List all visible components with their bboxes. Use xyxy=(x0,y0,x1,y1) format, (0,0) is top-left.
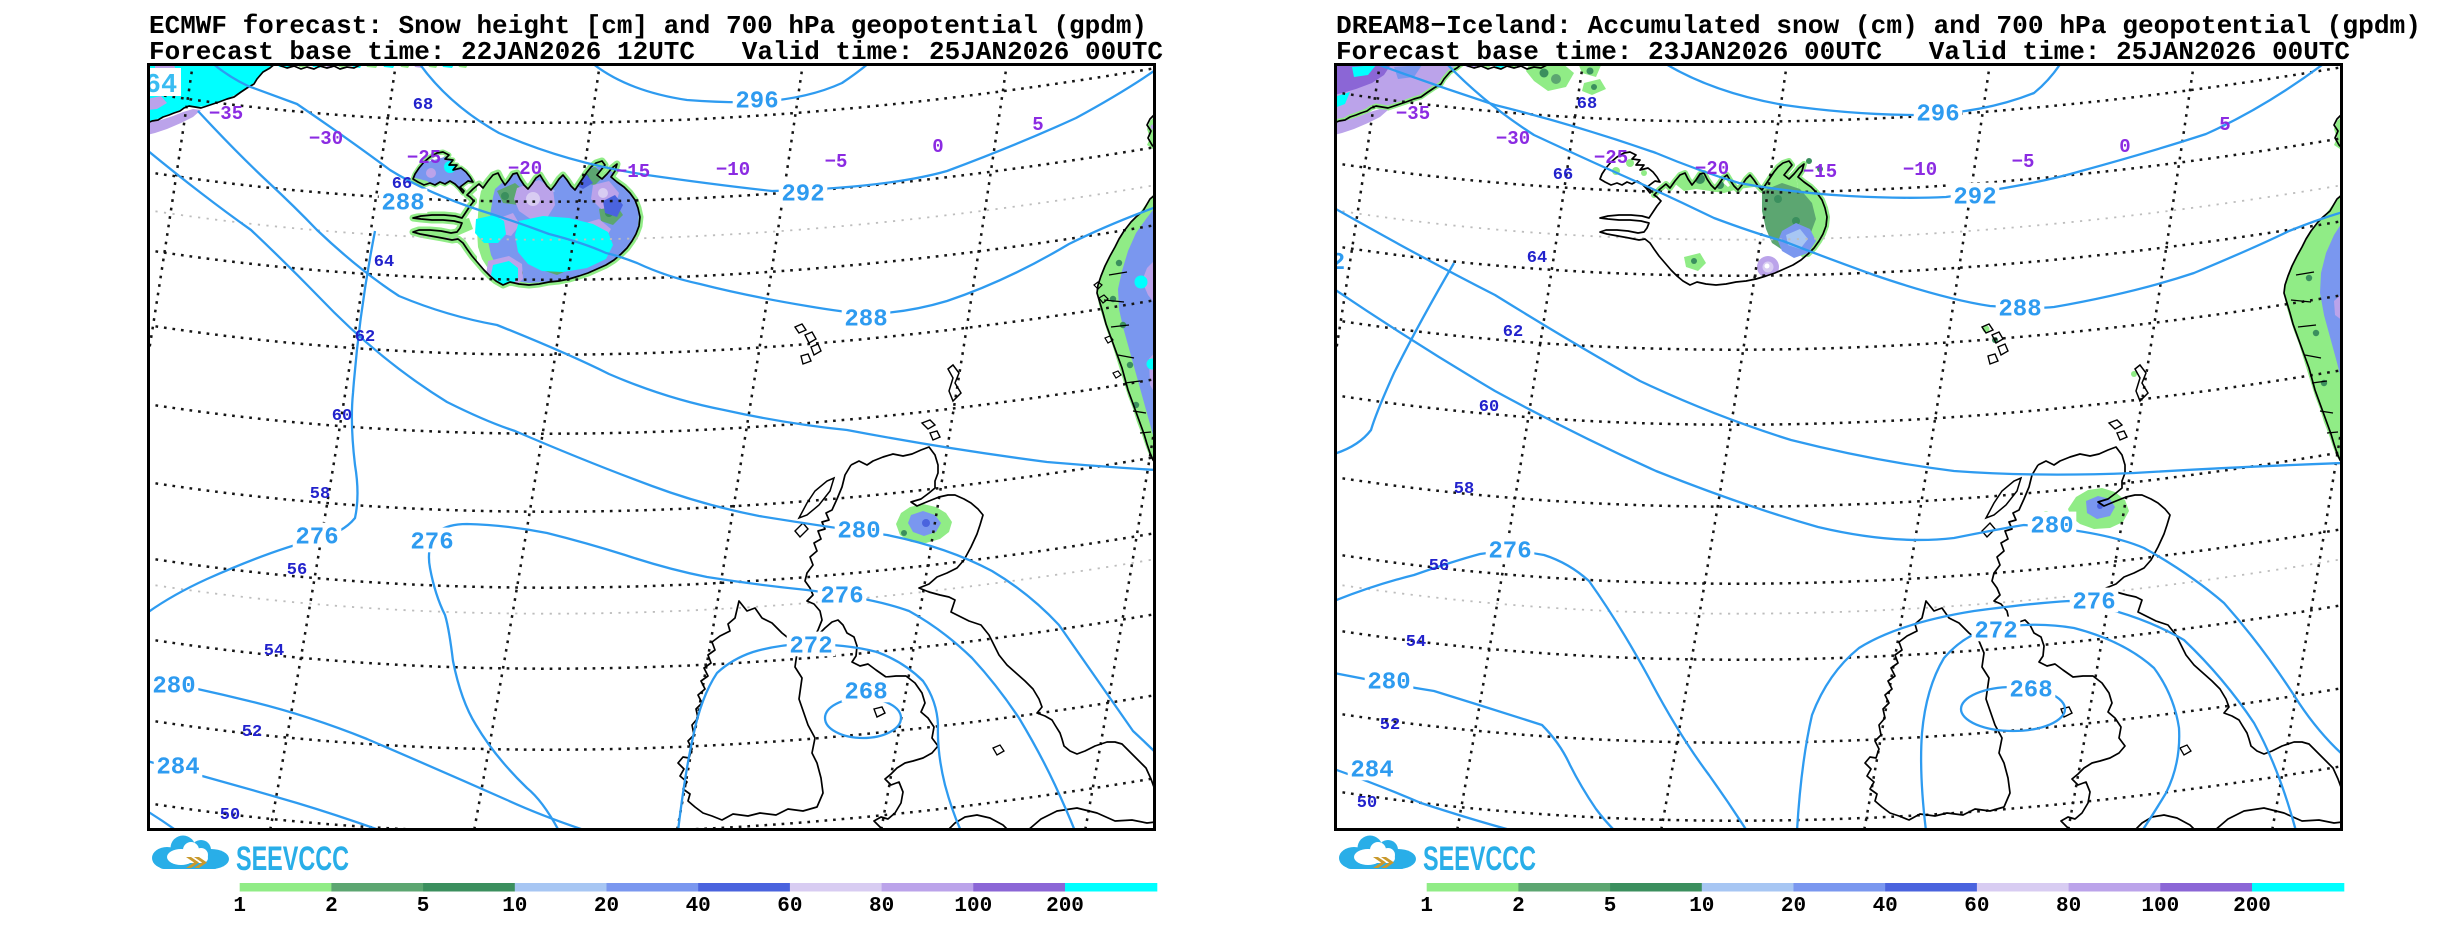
svg-text:292: 292 xyxy=(781,182,824,209)
svg-text:58: 58 xyxy=(1454,480,1474,499)
svg-text:60: 60 xyxy=(1964,895,1989,918)
svg-text:−25: −25 xyxy=(407,147,441,169)
svg-text:54: 54 xyxy=(1406,633,1426,652)
svg-text:52: 52 xyxy=(1380,716,1400,735)
svg-text:−35: −35 xyxy=(1396,103,1430,125)
svg-text:56: 56 xyxy=(287,561,307,580)
svg-text:−15: −15 xyxy=(1803,161,1837,183)
svg-text:58: 58 xyxy=(310,485,330,504)
svg-text:100: 100 xyxy=(2141,895,2179,918)
svg-text:272: 272 xyxy=(789,634,832,661)
svg-text:280: 280 xyxy=(837,519,880,546)
svg-text:66: 66 xyxy=(392,175,412,194)
svg-text:62: 62 xyxy=(1503,323,1523,342)
svg-text:296: 296 xyxy=(735,89,778,116)
svg-text:280: 280 xyxy=(2030,514,2073,541)
svg-text:284: 284 xyxy=(156,755,199,782)
svg-text:2: 2 xyxy=(325,895,338,918)
svg-text:268: 268 xyxy=(2009,678,2052,705)
svg-text:64: 64 xyxy=(1527,249,1547,268)
svg-text:200: 200 xyxy=(1046,895,1084,918)
svg-text:Forecast base time: 22JAN2026: Forecast base time: 22JAN2026 12UTC Vali… xyxy=(149,37,1163,67)
svg-text:62: 62 xyxy=(355,328,375,347)
svg-text:100: 100 xyxy=(954,895,992,918)
svg-text:288: 288 xyxy=(844,307,887,334)
svg-text:10: 10 xyxy=(502,895,527,918)
svg-text:−20: −20 xyxy=(1695,158,1729,180)
svg-text:20: 20 xyxy=(594,895,619,918)
svg-text:1: 1 xyxy=(1420,895,1433,918)
svg-text:80: 80 xyxy=(869,895,894,918)
svg-text:68: 68 xyxy=(1577,95,1597,114)
svg-text:1: 1 xyxy=(233,895,246,918)
svg-text:2: 2 xyxy=(1512,895,1525,918)
svg-text:−35: −35 xyxy=(209,103,243,125)
svg-text:20: 20 xyxy=(1781,895,1806,918)
svg-text:50: 50 xyxy=(1357,794,1377,813)
svg-text:0: 0 xyxy=(2119,136,2130,158)
svg-text:52: 52 xyxy=(242,723,262,742)
svg-text:SEEVCCC: SEEVCCC xyxy=(236,840,349,878)
svg-text:64: 64 xyxy=(374,253,394,272)
svg-text:280: 280 xyxy=(152,674,195,701)
svg-text:40: 40 xyxy=(1873,895,1898,918)
svg-text:−30: −30 xyxy=(1496,128,1530,150)
svg-text:56: 56 xyxy=(1429,557,1449,576)
svg-text:−30: −30 xyxy=(309,128,343,150)
svg-text:5: 5 xyxy=(1032,114,1043,136)
svg-text:−25: −25 xyxy=(1594,147,1628,169)
svg-text:276: 276 xyxy=(2072,590,2115,617)
svg-text:272: 272 xyxy=(1974,619,2017,646)
svg-text:−15: −15 xyxy=(616,161,650,183)
svg-text:200: 200 xyxy=(2233,895,2271,918)
svg-text:80: 80 xyxy=(2056,895,2081,918)
svg-text:268: 268 xyxy=(844,680,887,707)
svg-text:−20: −20 xyxy=(508,158,542,180)
svg-text:40: 40 xyxy=(686,895,711,918)
svg-text:−5: −5 xyxy=(825,151,848,173)
svg-text:66: 66 xyxy=(1553,166,1573,185)
svg-text:SEEVCCC: SEEVCCC xyxy=(1423,840,1536,878)
svg-text:ECMWF forecast: Snow height [c: ECMWF forecast: Snow height [cm] and 700… xyxy=(149,11,1147,41)
svg-text:288: 288 xyxy=(1998,297,2041,324)
svg-text:Forecast base time: 23JAN2026: Forecast base time: 23JAN2026 00UTC Vali… xyxy=(1336,37,2350,67)
svg-text:276: 276 xyxy=(1488,539,1531,566)
svg-text:DREAM8−Iceland: Accumulated sn: DREAM8−Iceland: Accumulated snow (cm) an… xyxy=(1336,11,2421,41)
svg-text:60: 60 xyxy=(332,407,352,426)
svg-text:−5: −5 xyxy=(2012,151,2035,173)
svg-text:0: 0 xyxy=(932,136,943,158)
svg-text:276: 276 xyxy=(410,530,453,557)
svg-text:5: 5 xyxy=(417,895,430,918)
svg-text:292: 292 xyxy=(1953,185,1996,212)
svg-text:296: 296 xyxy=(1916,102,1959,129)
svg-text:280: 280 xyxy=(1367,670,1410,697)
svg-text:60: 60 xyxy=(1479,398,1499,417)
svg-text:288: 288 xyxy=(381,191,424,218)
svg-text:2: 2 xyxy=(1331,250,1345,277)
svg-text:10: 10 xyxy=(1689,895,1714,918)
svg-text:284: 284 xyxy=(1350,758,1393,785)
svg-text:54: 54 xyxy=(264,642,284,661)
svg-text:5: 5 xyxy=(2219,114,2230,136)
svg-text:64: 64 xyxy=(145,71,177,101)
svg-text:50: 50 xyxy=(220,806,240,825)
svg-text:5: 5 xyxy=(1604,895,1617,918)
svg-text:−10: −10 xyxy=(716,159,750,181)
svg-text:68: 68 xyxy=(413,96,433,115)
svg-text:276: 276 xyxy=(820,584,863,611)
svg-text:276: 276 xyxy=(295,525,338,552)
svg-text:60: 60 xyxy=(777,895,802,918)
svg-text:−10: −10 xyxy=(1903,159,1937,181)
